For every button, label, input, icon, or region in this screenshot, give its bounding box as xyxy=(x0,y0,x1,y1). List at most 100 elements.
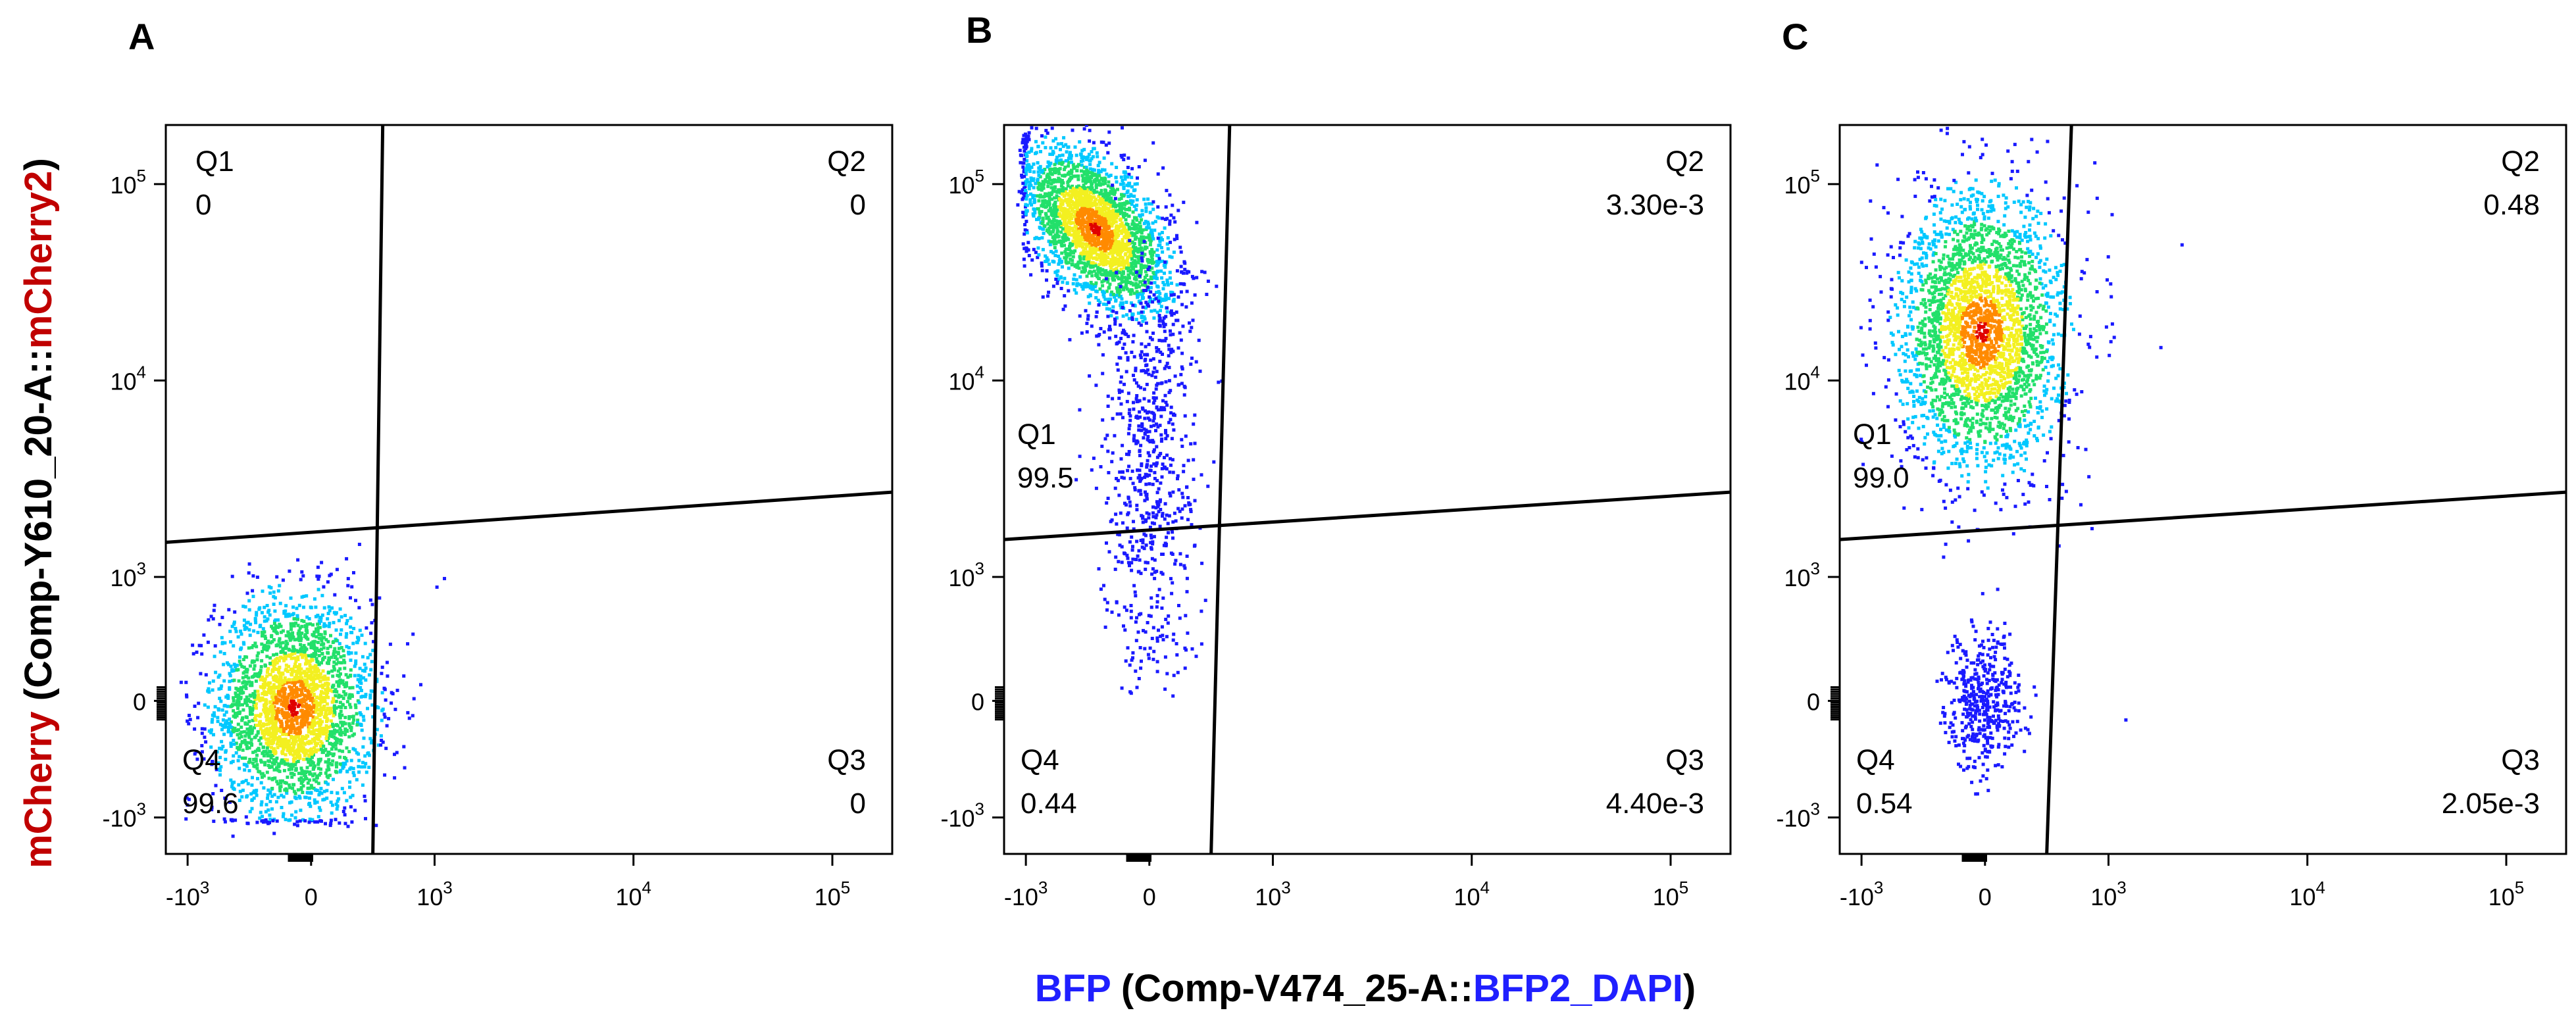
event-dot xyxy=(1029,149,1033,153)
event-dot xyxy=(311,767,315,771)
event-dot xyxy=(229,778,233,782)
event-dot xyxy=(1023,264,1026,268)
event-dot xyxy=(311,697,315,700)
event-dot xyxy=(295,637,299,641)
event-dot xyxy=(370,739,374,743)
event-dot xyxy=(228,672,232,676)
event-dot xyxy=(301,749,305,753)
event-dot xyxy=(1138,237,1142,241)
event-dot xyxy=(1084,220,1088,224)
event-dot xyxy=(226,730,230,734)
event-dot xyxy=(219,699,223,703)
event-dot xyxy=(1109,174,1113,177)
event-dot xyxy=(333,741,337,745)
event-dot xyxy=(1054,278,1058,281)
event-dot xyxy=(1144,228,1148,232)
event-dot xyxy=(358,666,362,670)
event-dot xyxy=(1034,139,1038,143)
event-dot xyxy=(236,699,240,703)
event-dot xyxy=(1103,212,1107,216)
gate-line-vertical[interactable] xyxy=(371,124,385,855)
event-dot xyxy=(292,789,296,793)
event-dot xyxy=(309,707,313,711)
event-dot xyxy=(304,662,307,666)
event-dot xyxy=(354,599,357,603)
event-dot xyxy=(238,732,242,735)
event-dot xyxy=(343,756,346,760)
event-dot xyxy=(310,760,314,764)
event-dot xyxy=(1129,301,1133,305)
event-dot xyxy=(259,624,263,628)
event-dot xyxy=(1087,218,1091,222)
event-dot xyxy=(225,719,229,723)
event-dot xyxy=(1158,291,1162,295)
event-dot xyxy=(1111,263,1115,267)
event-dot xyxy=(390,701,393,705)
event-dot xyxy=(282,812,286,816)
event-dot xyxy=(317,712,321,716)
event-dot xyxy=(230,782,234,785)
event-dot xyxy=(314,699,318,703)
event-dot xyxy=(1062,136,1066,139)
event-dot xyxy=(291,699,295,703)
event-dot xyxy=(1188,321,1191,325)
event-dot xyxy=(315,789,319,792)
event-dot xyxy=(1142,197,1146,201)
event-dot xyxy=(1084,237,1088,241)
event-dot xyxy=(1122,244,1126,247)
event-dot xyxy=(1135,203,1139,207)
event-dot xyxy=(1101,179,1105,182)
event-dot xyxy=(363,799,367,803)
event-dot xyxy=(267,722,270,726)
event-dot xyxy=(1057,259,1061,263)
event-dot xyxy=(240,756,244,760)
event-dot xyxy=(1101,302,1105,306)
event-dot xyxy=(1049,240,1053,243)
gate-line-horizontal[interactable] xyxy=(165,490,893,544)
event-dot xyxy=(379,734,383,738)
event-dot xyxy=(219,765,223,769)
x-tick-label: -103 xyxy=(166,878,210,910)
event-dot xyxy=(316,565,320,569)
event-dot xyxy=(1040,236,1044,240)
event-dot xyxy=(318,649,321,653)
event-dot xyxy=(322,749,326,753)
event-dot xyxy=(236,722,240,726)
event-dot xyxy=(315,574,319,578)
event-dot xyxy=(1150,257,1154,261)
event-dot xyxy=(276,782,280,786)
event-dot xyxy=(195,650,199,654)
event-dot xyxy=(261,691,265,695)
event-dot xyxy=(290,720,294,724)
event-dot xyxy=(1137,165,1141,168)
event-dot xyxy=(232,709,236,712)
event-dot xyxy=(1059,205,1063,209)
event-dot xyxy=(276,768,280,772)
event-dot xyxy=(272,768,276,772)
event-dot xyxy=(269,756,273,760)
event-dot xyxy=(1067,170,1071,174)
event-dot xyxy=(1094,289,1098,293)
event-dot xyxy=(250,681,254,685)
event-dot xyxy=(1095,203,1099,206)
event-dot xyxy=(1055,208,1059,212)
event-dot xyxy=(1088,162,1092,166)
event-dot xyxy=(324,624,328,628)
event-dot xyxy=(1066,145,1070,149)
event-dot xyxy=(306,689,310,693)
event-dot xyxy=(322,797,326,801)
event-dot xyxy=(268,750,272,754)
event-dot xyxy=(338,712,341,716)
event-dot xyxy=(1086,186,1090,189)
event-dot xyxy=(353,674,357,678)
event-dot xyxy=(384,747,388,751)
event-dot xyxy=(282,716,286,720)
event-dot xyxy=(284,745,288,749)
event-dot xyxy=(1110,190,1114,194)
event-dot xyxy=(1123,235,1126,239)
event-dot xyxy=(1057,154,1061,158)
event-dot xyxy=(216,707,220,711)
event-dot xyxy=(245,695,249,699)
event-dot xyxy=(1071,282,1075,286)
event-dot xyxy=(345,645,349,649)
